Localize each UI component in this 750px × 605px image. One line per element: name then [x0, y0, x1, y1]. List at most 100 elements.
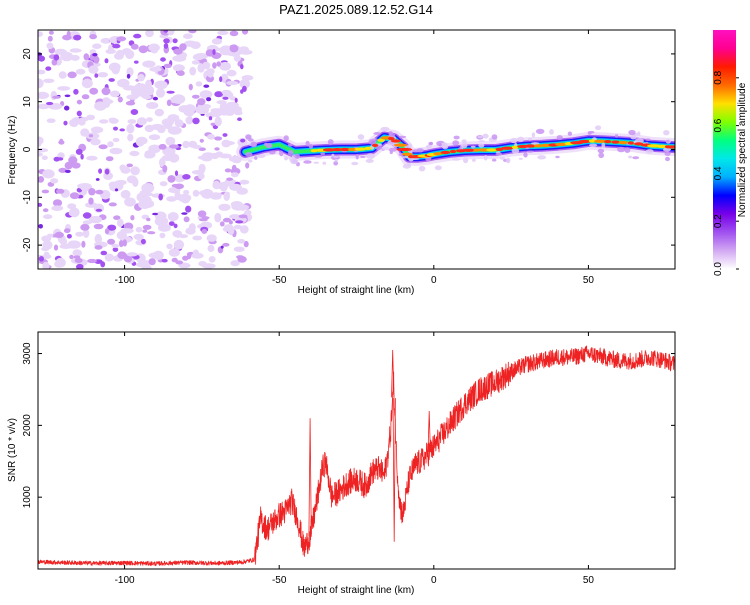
noise-blob: [129, 150, 140, 157]
snr-axes: -100 -50 0 50 1000 2000 3000: [22, 332, 675, 586]
noise-blob: [214, 147, 220, 151]
ridge-wisp: [492, 158, 497, 162]
ridge-wisp: [360, 155, 366, 158]
noise-blob: [158, 193, 163, 201]
noise-blob: [172, 94, 186, 104]
noise-blob: [60, 51, 74, 62]
noise-blob: [133, 33, 142, 39]
noise-blob: [188, 223, 196, 232]
noise-blob: [175, 260, 184, 265]
noise-blob: [206, 234, 217, 242]
noise-blob: [104, 253, 114, 262]
snr-frame: [37, 331, 676, 570]
noise-blob: [57, 86, 71, 91]
noise-blob: [166, 30, 175, 36]
ridge-hotspot: [618, 141, 628, 145]
noise-blob: [185, 116, 194, 125]
ridge-wisp: [510, 137, 518, 144]
noise-blob: [98, 144, 108, 150]
noise-blob: [202, 61, 211, 70]
noise-blob: [57, 157, 64, 161]
noise-blob: [69, 118, 79, 128]
ridge-wisp: [645, 149, 654, 154]
ridge-wisp: [279, 150, 284, 157]
noise-blob: [112, 43, 121, 49]
noise-blob: [172, 64, 185, 72]
colorbar-label: Normalized spectral amplitude: [737, 82, 748, 217]
noise-blob: [48, 30, 54, 35]
noise-blob: [207, 244, 215, 252]
noise-blob: [188, 83, 193, 91]
ridge-wisp: [664, 151, 671, 156]
ridge-wisp: [453, 135, 460, 140]
noise-blob: [195, 105, 210, 115]
noise-blob: [94, 245, 103, 250]
signal-ridge: [236, 125, 675, 172]
noise-blob: [88, 215, 102, 224]
noise-blob: [69, 254, 74, 260]
ridge-wisp: [527, 137, 533, 141]
colorbar-tick-label: 0.0: [713, 262, 724, 276]
ridge-wisp: [434, 165, 442, 171]
noise-blob: [159, 181, 168, 187]
noise-blob: [163, 38, 170, 44]
ridge-wisp: [549, 129, 554, 135]
noise-blob: [198, 190, 209, 196]
ridge-wisp: [531, 142, 540, 145]
snr-y-tick-label: 1000: [22, 486, 33, 509]
noise-blob: [216, 100, 227, 105]
ridge-hotspot: [461, 148, 476, 152]
ridge-wisp: [628, 155, 633, 159]
noise-blob: [87, 258, 97, 264]
ridge-wisp: [499, 156, 506, 160]
noise-blob: [222, 242, 230, 247]
noise-blob: [231, 172, 239, 178]
noise-blob: [116, 36, 127, 42]
noise-blob: [114, 188, 119, 192]
noise-blob: [38, 136, 44, 145]
noise-blob: [89, 87, 99, 95]
ridge-wisp: [401, 156, 410, 159]
snr-spike: [392, 398, 396, 542]
ridge-hotspot: [611, 140, 620, 144]
noise-blob: [192, 94, 200, 99]
noise-blob: [117, 251, 127, 259]
noise-blob: [174, 190, 181, 201]
colorbar: 0.0 0.2 0.4 0.6 0.8 Normalized spectral ampl…: [713, 30, 748, 276]
noise-blob: [243, 240, 249, 248]
ridge-hotspot: [666, 145, 675, 149]
ridge-wisp: [452, 158, 461, 161]
noise-blob: [76, 99, 82, 105]
spectrogram-x-label: Height of straight line (km): [298, 285, 415, 296]
ridge-wisp: [320, 152, 326, 155]
noise-blob: [88, 188, 96, 196]
noise-blob: [162, 165, 168, 173]
noise-blob: [114, 179, 127, 186]
noise-blob: [136, 117, 147, 126]
noise-blob: [82, 228, 90, 238]
ridge-wisp: [535, 128, 545, 134]
ridge-wisp: [511, 148, 520, 154]
ridge-hotspot: [541, 143, 551, 147]
ridge-wisps: [245, 125, 671, 172]
noise-blob: [52, 199, 63, 207]
noise-blob: [166, 196, 177, 202]
noise-blob: [142, 224, 152, 230]
noise-blob: [67, 71, 77, 79]
noise-blob: [42, 254, 52, 259]
noise-blob: [117, 96, 123, 103]
ridge-wisp: [245, 134, 252, 140]
noise-blob: [43, 78, 55, 84]
noise-blob: [167, 175, 176, 183]
noise-blob: [74, 258, 83, 263]
ridge-wisp: [305, 140, 310, 147]
ridge-wisp: [425, 144, 432, 149]
noise-blob: [172, 38, 178, 44]
noise-blob: [233, 246, 245, 252]
spectrogram-y-tick-label: 20: [22, 48, 33, 60]
noise-blob: [112, 137, 120, 143]
ridge-wisp: [440, 142, 448, 148]
ridge-hotspot: [433, 152, 443, 156]
noise-blob: [38, 255, 45, 262]
ridge-hotspot: [555, 142, 568, 146]
